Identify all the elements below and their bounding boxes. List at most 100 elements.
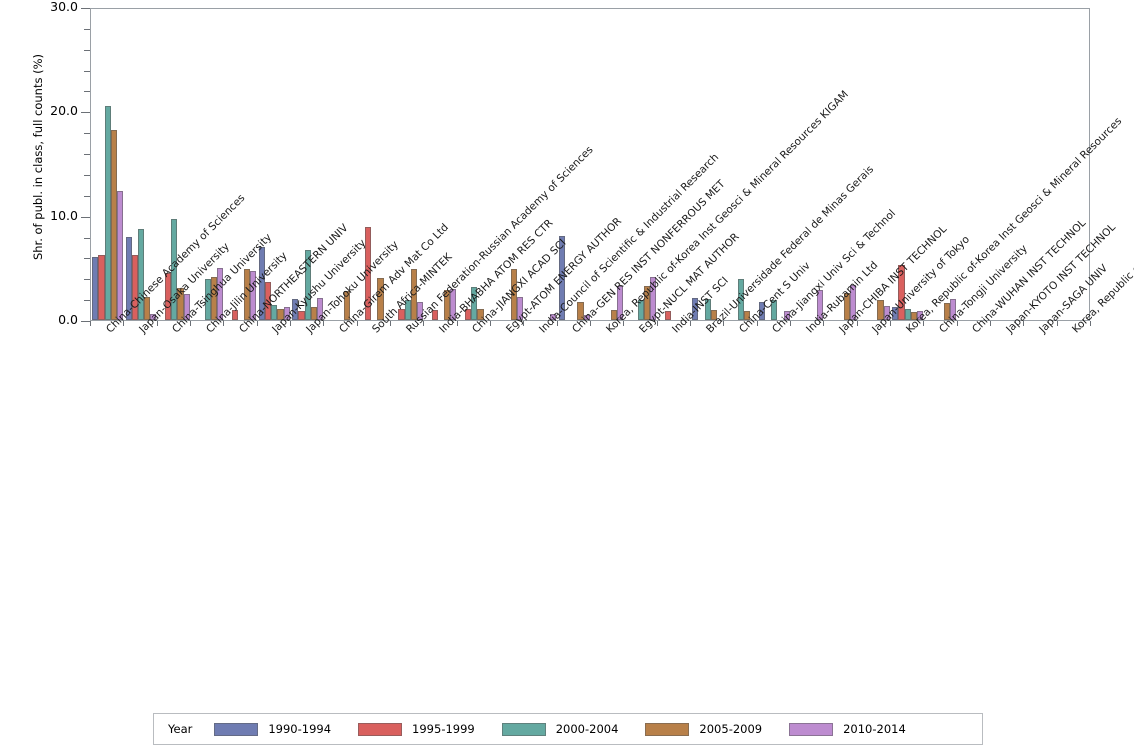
y-tick-minor — [84, 258, 90, 259]
x-tick — [690, 321, 691, 326]
legend-swatch — [214, 722, 259, 736]
legend-swatch — [789, 722, 834, 736]
plot-area — [90, 8, 1090, 321]
legend-swatch — [501, 722, 546, 736]
bar — [665, 310, 672, 320]
x-tick — [923, 321, 924, 326]
bar — [710, 309, 717, 320]
y-tick-minor — [84, 154, 90, 155]
bar-series-layer — [91, 9, 1089, 320]
y-tick-minor — [84, 29, 90, 30]
bar — [450, 288, 457, 320]
bar — [277, 308, 284, 320]
x-tick — [423, 321, 424, 326]
x-tick — [790, 321, 791, 326]
legend-label: 2005-2009 — [699, 722, 763, 736]
bar — [125, 236, 132, 320]
x-tick — [1057, 321, 1058, 326]
x-tick — [523, 321, 524, 326]
bar — [258, 246, 266, 320]
x-tick — [190, 321, 191, 326]
y-tick-minor — [84, 50, 90, 51]
bar — [131, 255, 138, 320]
bar — [916, 310, 924, 320]
bar — [404, 300, 411, 320]
bar — [171, 218, 178, 320]
bar — [98, 255, 105, 320]
y-tick-major — [81, 112, 90, 113]
y-tick-minor — [84, 300, 90, 301]
bar — [644, 285, 651, 320]
bar — [265, 282, 272, 320]
legend-item[interactable]: 2005-2009 — [645, 722, 762, 736]
y-tick-major — [81, 217, 90, 218]
bar — [204, 279, 211, 320]
x-tick — [990, 321, 991, 326]
x-tick — [457, 321, 458, 326]
x-tick — [723, 321, 724, 326]
bar — [165, 273, 172, 320]
bar — [431, 309, 438, 320]
x-tick — [257, 321, 258, 326]
bar — [398, 308, 405, 320]
bar — [110, 130, 117, 320]
bar — [244, 268, 251, 320]
y-tick-label: 30.0 — [50, 0, 78, 14]
legend-item[interactable]: 2010-2014 — [789, 722, 906, 736]
x-tick — [590, 321, 591, 326]
x-tick — [890, 321, 891, 326]
bar — [692, 298, 699, 320]
bar — [898, 264, 905, 320]
bar — [183, 293, 190, 320]
bar — [377, 278, 384, 320]
bar — [844, 292, 851, 320]
bar — [216, 267, 224, 320]
legend: Year 1990-1994 1995-1999 2000-2004 2005-200… — [153, 713, 983, 745]
bar — [104, 106, 111, 320]
x-tick — [1090, 321, 1091, 326]
legend-item[interactable]: 2000-2004 — [501, 722, 619, 736]
legend-item[interactable]: 1995-1999 — [358, 722, 475, 736]
x-tick — [390, 321, 391, 326]
bar — [144, 297, 151, 320]
bar — [944, 303, 951, 320]
legend-label: 1990-1994 — [268, 722, 332, 736]
bar — [316, 298, 324, 320]
bar — [310, 307, 317, 320]
x-tick — [657, 321, 658, 326]
bar — [92, 257, 99, 320]
bar — [292, 299, 299, 320]
x-tick — [957, 321, 958, 326]
x-tick — [157, 321, 158, 326]
legend-label: 2010-2014 — [843, 722, 906, 736]
bar — [137, 229, 145, 320]
x-tick — [323, 321, 324, 326]
bar — [704, 299, 711, 320]
bar — [737, 279, 745, 320]
bar — [910, 311, 917, 320]
x-tick — [223, 321, 224, 326]
bar — [410, 268, 417, 320]
legend-title: Year — [168, 722, 193, 736]
bar — [416, 302, 424, 320]
bar — [471, 286, 478, 320]
bar — [116, 190, 124, 320]
bar — [550, 313, 557, 320]
bar — [904, 308, 911, 320]
bar — [250, 270, 257, 320]
bar — [477, 308, 484, 320]
bar — [850, 284, 857, 320]
bar — [177, 287, 184, 320]
bar — [783, 310, 790, 320]
bar — [298, 310, 305, 320]
y-tick-minor — [84, 133, 90, 134]
x-tick — [823, 321, 824, 326]
y-tick-minor — [84, 71, 90, 72]
legend-label: 2000-2004 — [555, 722, 619, 736]
bar — [510, 268, 517, 320]
bar — [210, 277, 217, 320]
y-tick-minor — [84, 238, 90, 239]
legend-item[interactable]: 1990-1994 — [214, 722, 331, 736]
bar — [577, 302, 584, 320]
bar — [365, 227, 372, 320]
